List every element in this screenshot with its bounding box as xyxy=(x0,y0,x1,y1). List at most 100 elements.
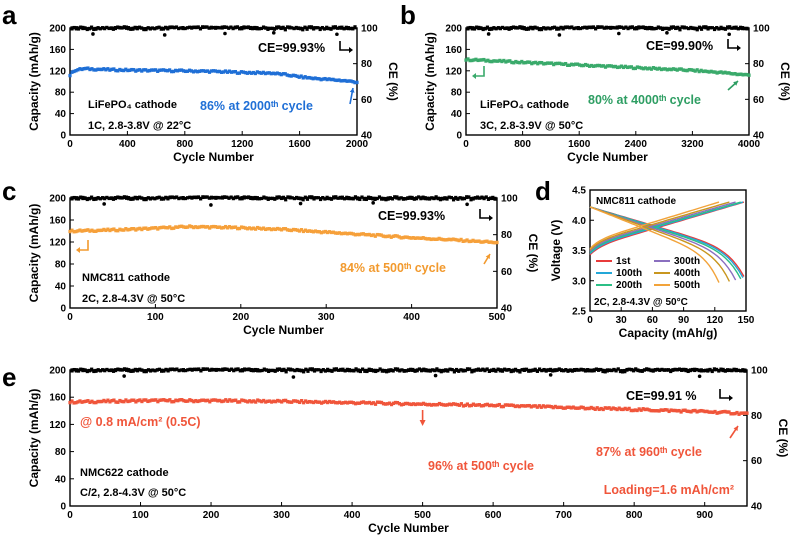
panel-e-ce-marker xyxy=(133,367,137,372)
panel-a-capacity-marker xyxy=(331,77,335,82)
panel-b-ce-marker xyxy=(475,25,479,30)
panel-c-capacity-marker xyxy=(146,227,150,231)
panel-e-ce-marker xyxy=(524,367,529,372)
panel-b-capacity-marker xyxy=(603,65,608,69)
panel-e-capacity-marker xyxy=(679,410,683,414)
panel-e-capacity-marker xyxy=(202,398,206,402)
panel-e-capacity-marker xyxy=(745,411,749,415)
panel-e-capacity-marker xyxy=(357,401,362,405)
panel-c-ce-marker xyxy=(371,196,375,201)
panel-b-capacity-marker xyxy=(679,67,683,71)
panel-a-ce-marker xyxy=(205,25,209,29)
panel-b-ce-marker xyxy=(520,25,524,30)
panel-b-ce-marker xyxy=(583,25,587,29)
panel-e-capacity-marker xyxy=(417,402,422,406)
panel-e-capacity-marker xyxy=(154,398,158,402)
panel-e-capacity-marker xyxy=(114,400,118,404)
panel-e-ce-marker xyxy=(164,367,168,372)
panel-e-ce-marker xyxy=(507,367,511,372)
panel-a-capacity-marker xyxy=(231,70,236,74)
panel-e-capacity-marker xyxy=(449,402,454,407)
panel-b-ce-marker xyxy=(509,26,513,31)
panel-b-ytick-label: 200 xyxy=(445,24,462,35)
panel-c-capacity-marker xyxy=(138,226,142,231)
panel-a-ce-marker xyxy=(174,25,179,29)
panel-a-ce-marker xyxy=(148,26,152,31)
panel-e-capacity-marker xyxy=(695,410,699,414)
panel-a-capacity-marker xyxy=(303,75,307,79)
panel-c-ce-marker xyxy=(96,196,100,200)
panel-c-capacity-marker xyxy=(196,225,200,230)
panel-a-xtick-label: 2000 xyxy=(346,139,369,150)
panel-c-ce-marker xyxy=(240,196,244,201)
panel-c-capacity-marker xyxy=(236,226,240,231)
panel-c-ce-marker xyxy=(366,195,371,200)
panel-e-ce-marker xyxy=(347,368,352,373)
panel-e-capacity-marker xyxy=(272,399,276,403)
panel-e-capacity-marker xyxy=(407,402,412,406)
panel-b-ce-marker xyxy=(481,27,485,32)
panel-c-ce-marker xyxy=(445,196,449,201)
panel-b-ce-marker xyxy=(706,26,710,31)
panel-c-ce-marker xyxy=(334,195,338,200)
panel-c-ce-marker xyxy=(310,195,314,200)
panel-e-capacity-marker xyxy=(715,411,719,415)
panel-c-capacity-marker xyxy=(186,225,190,229)
panel-e-ce-marker xyxy=(267,368,271,374)
panel-e-ce-marker xyxy=(621,369,625,374)
panel-b-ce-marker xyxy=(494,27,498,31)
panel-a-capacity-marker xyxy=(138,68,142,72)
panel-b-ce-marker xyxy=(725,25,730,30)
panel-b-ce-marker xyxy=(488,27,492,32)
panel-e-ce-marker xyxy=(181,368,186,373)
panel-c-capacity-marker xyxy=(385,234,389,239)
panel-a-capacity-marker xyxy=(317,77,321,81)
panel-a-capacity-marker xyxy=(130,67,134,72)
panel-b-ce-marker xyxy=(741,26,745,31)
panel-a-capacity-marker xyxy=(187,68,192,72)
panel-c-capacity-marker xyxy=(230,225,234,230)
panel-e-capacity-marker xyxy=(613,407,617,411)
panel-e-ce-marker xyxy=(658,368,662,372)
panel-c-capacity-marker xyxy=(190,224,194,229)
panel-c-ce-marker xyxy=(342,197,347,201)
panel-b-capacity-marker xyxy=(564,61,568,66)
panel-b-capacity-marker xyxy=(641,66,645,71)
panel-e-capacity-marker xyxy=(537,404,541,408)
panel-e-capacity-marker xyxy=(304,399,308,403)
panel-c-ce-marker xyxy=(471,196,475,201)
panel-e-capacity-marker xyxy=(503,403,507,407)
panel-c-y2tick-label: 100 xyxy=(501,194,518,205)
panel-e-ce-marker xyxy=(70,368,74,373)
panel-c-capacity-marker xyxy=(413,236,417,240)
panel-c-xtick-label: 200 xyxy=(232,312,249,323)
panel-b-ce-marker xyxy=(719,25,723,31)
panel-b-capacity-marker xyxy=(486,58,490,63)
panel-e-capacity-marker xyxy=(561,406,565,410)
panel-e-capacity-marker xyxy=(334,400,338,405)
panel-c-capacity-marker xyxy=(234,225,238,229)
panel-e-xtick-label: 800 xyxy=(626,510,643,521)
panel-c-ce-marker xyxy=(183,196,187,201)
panel-c-capacity-marker xyxy=(361,232,365,236)
panel-c-capacity-marker xyxy=(283,227,288,231)
panel-b-ce-marker xyxy=(591,25,596,29)
panel-e-capacity-marker xyxy=(517,404,521,409)
panel-e-capacity-marker xyxy=(310,400,314,404)
panel-e-capacity-marker xyxy=(559,405,563,410)
panel-c-ce-marker xyxy=(410,195,414,200)
panel-c-capacity-marker xyxy=(345,232,349,236)
panel-e-y2tick-label: 40 xyxy=(751,502,763,513)
panel-c-capacity-marker xyxy=(467,239,471,244)
panel-e-capacity-marker xyxy=(136,398,140,403)
panel-b-ce-marker xyxy=(609,25,613,30)
panel-e-capacity-marker xyxy=(607,406,611,410)
panel-e-ce-marker xyxy=(653,368,658,372)
panel-b-capacity-marker xyxy=(735,72,739,77)
panel-c-capacity-marker xyxy=(210,225,214,229)
panel-b-capacity-marker xyxy=(512,61,516,65)
panel-e-ce-marker xyxy=(664,368,668,372)
panel-a-ce-marker xyxy=(246,25,250,30)
panel-e-capacity-marker xyxy=(555,405,559,410)
panel-e-capacity-marker xyxy=(571,405,575,409)
